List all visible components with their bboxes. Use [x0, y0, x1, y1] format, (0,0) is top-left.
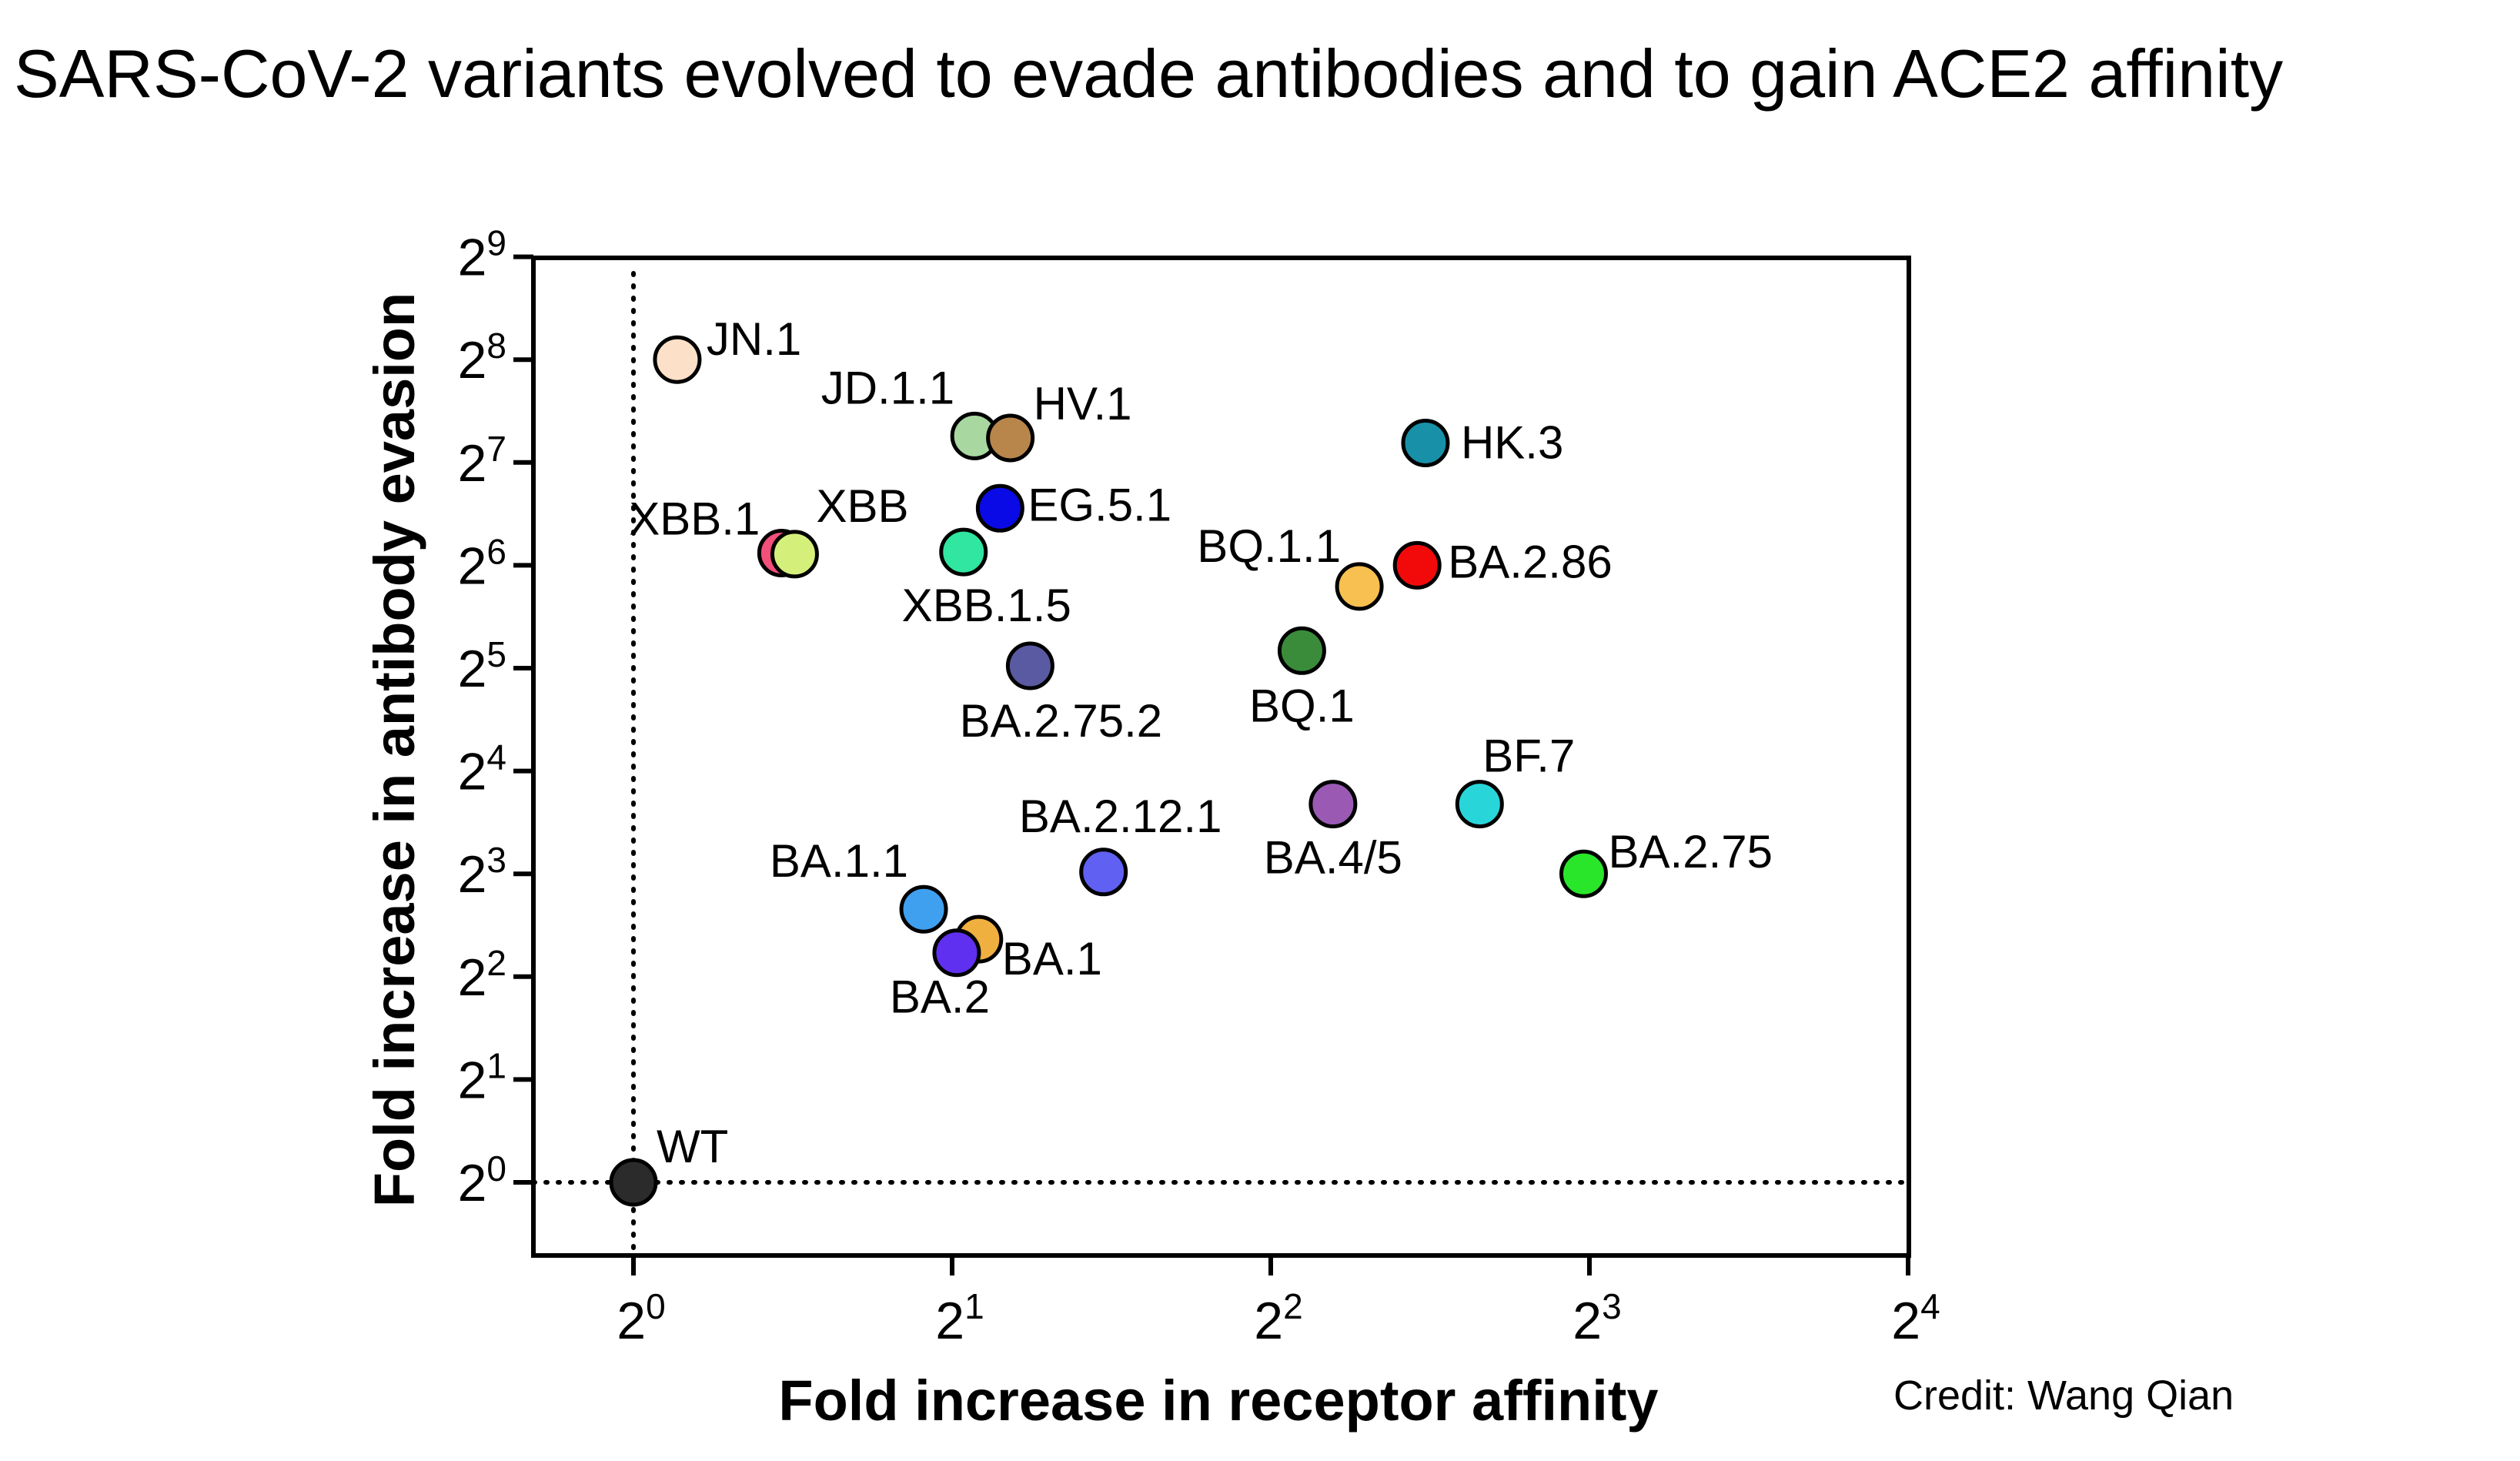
- point-eg-5-1: [975, 483, 1024, 533]
- x-tick-label-3: 23: [1572, 1286, 1621, 1350]
- point-ba-2-75-2: [1005, 641, 1054, 690]
- y-tick-label-5: 25: [458, 634, 506, 698]
- point-label-ba-2-12-1: BA.2.12.1: [1019, 791, 1222, 842]
- y-tick-label-0: 20: [458, 1148, 506, 1212]
- x-tick-label-0: 20: [617, 1286, 665, 1350]
- point-ba-2-12-1: [1079, 848, 1128, 897]
- x-tick-label-1: 21: [935, 1286, 984, 1350]
- point-bq-1: [1277, 626, 1326, 675]
- point-hv-1: [986, 413, 1035, 463]
- point-label-xbb-1: XBB.1: [629, 493, 760, 545]
- data-labels: WT JN.1 XBB.1 XBB JD.1.1 HV.1 EG.5.1 XBB.1.5 BA.…: [629, 313, 1773, 1172]
- point-label-ba-2: BA.2: [890, 971, 990, 1023]
- point-ba-2-86: [1392, 540, 1442, 590]
- x-axis-label: Fold increase in receptor affinity: [778, 1369, 1658, 1433]
- y-tick-label-3: 23: [458, 840, 506, 904]
- x-tick-label-4: 24: [1891, 1286, 1940, 1350]
- point-label-ba-2-75-2: BA.2.75.2: [960, 695, 1163, 747]
- point-ba-2: [932, 928, 981, 978]
- y-axis: 20 21 22 23 24 25 26 27 28 29: [458, 223, 533, 1212]
- point-ba-1-1: [899, 884, 948, 934]
- point-xbb-1-5: [939, 527, 988, 577]
- y-tick-label-6: 26: [458, 531, 506, 595]
- point-xbb: [770, 530, 819, 579]
- point-ba-2-75: [1559, 849, 1608, 898]
- x-tick-label-2: 22: [1254, 1286, 1302, 1350]
- page-title: SARS-CoV-2 variants evolved to evade ant…: [14, 35, 2284, 112]
- point-label-ba-1: BA.1: [1002, 933, 1102, 985]
- point-label-hv-1: HV.1: [1034, 378, 1132, 430]
- point-ba-4-5: [1308, 780, 1358, 829]
- point-label-ba-4-5: BA.4/5: [1264, 832, 1402, 884]
- point-label-ba-1-1: BA.1.1: [770, 835, 908, 887]
- point-label-bq-1: BQ.1: [1249, 680, 1355, 731]
- y-tick-label-1: 21: [458, 1045, 506, 1109]
- y-tick-label-9: 29: [458, 223, 506, 287]
- point-label-eg-5-1: EG.5.1: [1028, 479, 1171, 530]
- point-label-ba-2-86: BA.2.86: [1448, 536, 1612, 587]
- point-bf-7: [1455, 780, 1504, 829]
- point-label-xbb-1-5: XBB.1.5: [902, 580, 1071, 631]
- point-wt: [609, 1158, 658, 1207]
- plot-frame: [531, 256, 1911, 1258]
- point-label-jd-1-1: JD.1.1: [821, 362, 954, 413]
- point-label-bf-7: BF.7: [1482, 730, 1575, 782]
- data-points: [609, 335, 1608, 1207]
- y-tick-label-4: 24: [458, 737, 506, 801]
- point-label-hk-3: HK.3: [1461, 416, 1563, 468]
- point-hk-3: [1401, 418, 1450, 467]
- y-tick-label-7: 27: [458, 429, 506, 493]
- point-label-ba-2-75: BA.2.75: [1608, 826, 1773, 878]
- reference-lines: [531, 271, 1911, 1258]
- point-bq-1-1: [1335, 562, 1384, 611]
- point-label-jn-1: JN.1: [707, 313, 801, 365]
- point-label-xbb: XBB: [816, 480, 908, 532]
- x-axis: 20 21 22 23 24: [617, 1255, 1940, 1350]
- y-tick-label-8: 28: [458, 326, 506, 389]
- point-jn-1: [653, 335, 702, 384]
- point-label-wt: WT: [657, 1121, 728, 1172]
- y-axis-label: Fold increase in antibody evasion: [363, 293, 426, 1207]
- credit-text: Credit: Wang Qian: [1893, 1372, 2234, 1419]
- y-tick-label-2: 22: [458, 943, 506, 1007]
- point-label-bq-1-1: BQ.1.1: [1197, 520, 1341, 572]
